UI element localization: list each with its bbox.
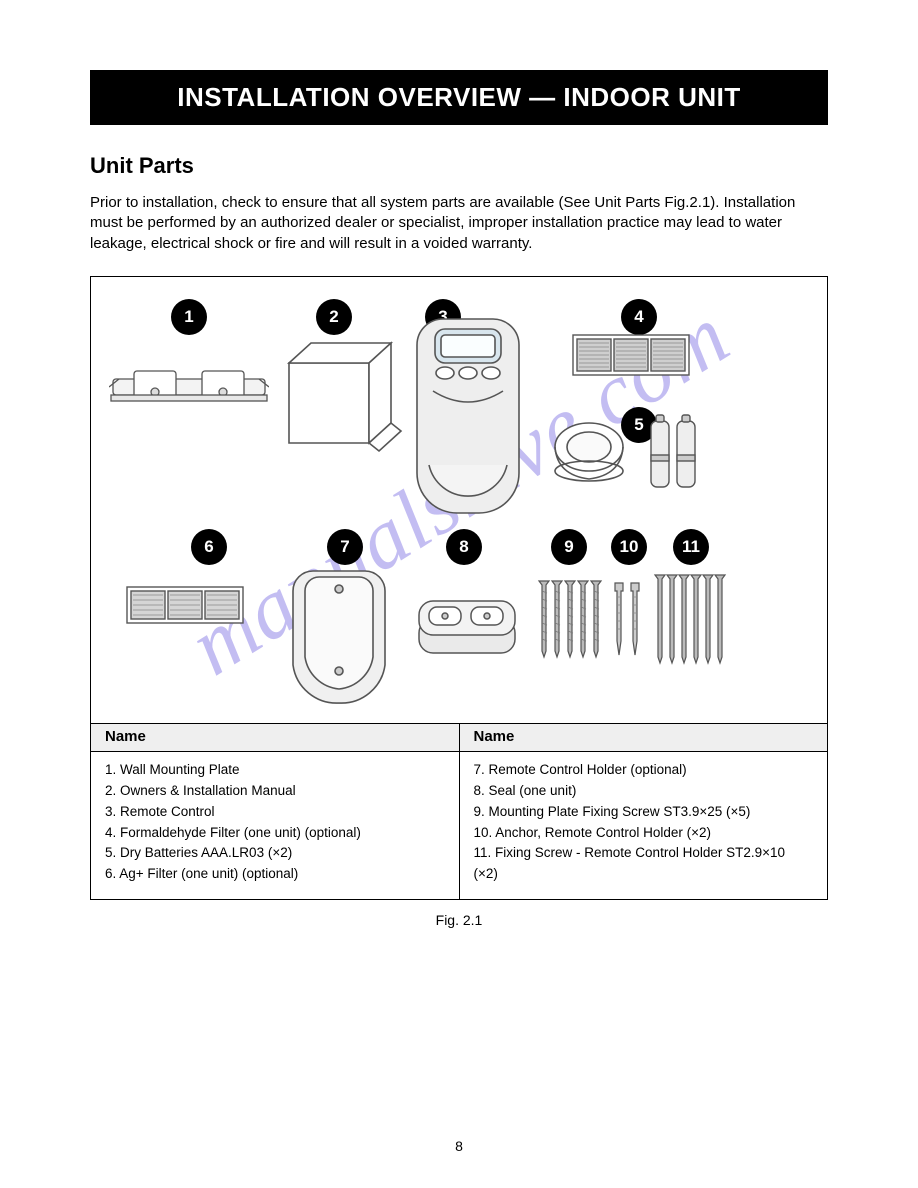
parts-figure: 1 2 3 4 5 6 7 8 9 10 11 (90, 276, 828, 724)
remote-holder-icon (289, 565, 389, 705)
legend-item: 8. Seal (one unit) (474, 781, 814, 802)
wall-plate-icon (109, 365, 269, 415)
legend-header-1: Name (91, 724, 459, 752)
part-number-7: 7 (327, 529, 363, 565)
anchors-icon (609, 577, 645, 667)
intro-text: Prior to installation, check to ensure t… (90, 193, 828, 254)
part-number-8: 8 (446, 529, 482, 565)
batteries-icon (647, 411, 701, 491)
part-number-6: 6 (191, 529, 227, 565)
part-number-11: 11 (673, 529, 709, 565)
legend-item: 6. Ag+ Filter (one unit) (optional) (105, 864, 445, 885)
parts-legend: Name 1. Wall Mounting Plate 2. Owners & … (90, 724, 828, 901)
screws-long-icon (533, 577, 603, 677)
remote-control-icon (413, 315, 523, 515)
legend-item: 1. Wall Mounting Plate (105, 760, 445, 781)
page-number: 8 (0, 1138, 918, 1154)
ag-filter-icon (125, 585, 245, 625)
part-number-1: 1 (171, 299, 207, 335)
legend-item: 4. Formaldehyde Filter (one unit) (optio… (105, 823, 445, 844)
seal-icon (413, 587, 523, 667)
legend-item: 2. Owners & Installation Manual (105, 781, 445, 802)
manual-box-icon (277, 335, 407, 455)
wall-collar-icon (549, 417, 629, 487)
screws-holder-icon (651, 571, 729, 681)
figure-caption: Fig. 2.1 (436, 912, 483, 928)
part-number-2: 2 (316, 299, 352, 335)
formaldehyde-filter-icon (571, 333, 691, 377)
legend-item: 7. Remote Control Holder (optional) (474, 760, 814, 781)
legend-item: 3. Remote Control (105, 802, 445, 823)
part-number-10: 10 (611, 529, 647, 565)
part-number-4: 4 (621, 299, 657, 335)
section-title: INSTALLATION OVERVIEW — INDOOR UNIT (90, 82, 828, 113)
legend-item: 5. Dry Batteries AAA.LR03 (×2) (105, 843, 445, 864)
legend-item: 9. Mounting Plate Fixing Screw ST3.9×25 … (474, 802, 814, 823)
intro-heading: Unit Parts (90, 153, 828, 179)
section-title-bar: INSTALLATION OVERVIEW — INDOOR UNIT (90, 70, 828, 125)
legend-item: 11. Fixing Screw - Remote Control Holder… (474, 843, 814, 885)
legend-header-2: Name (460, 724, 828, 752)
legend-item: 10. Anchor, Remote Control Holder (×2) (474, 823, 814, 844)
part-number-9: 9 (551, 529, 587, 565)
